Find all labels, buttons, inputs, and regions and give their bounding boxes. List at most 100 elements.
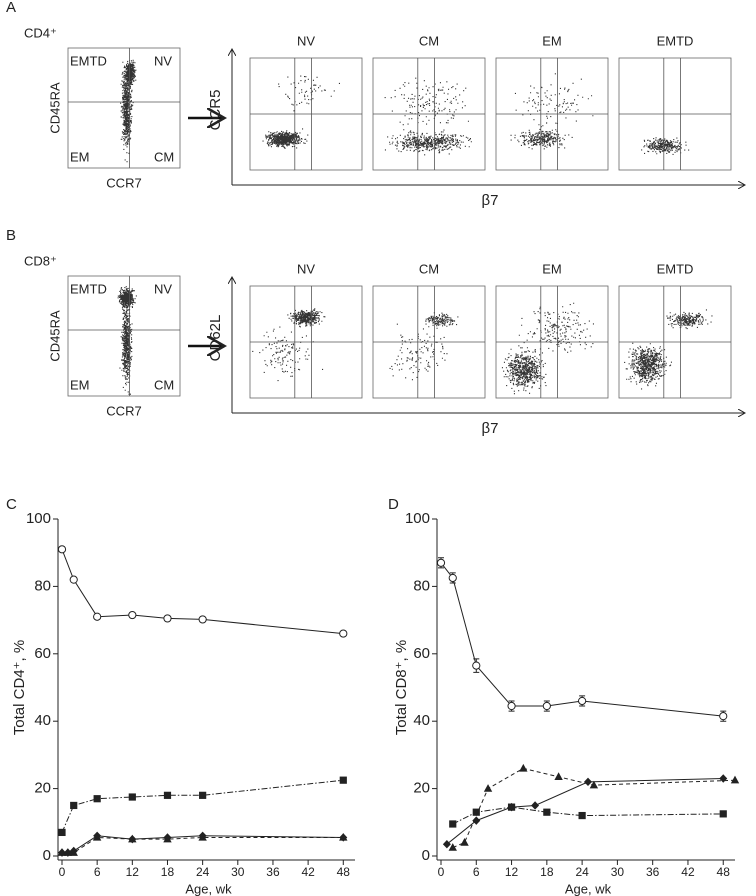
- gate-label: EM: [70, 149, 90, 164]
- gate-label: EM: [70, 377, 90, 392]
- point: [128, 610, 137, 620]
- event-dots: [117, 286, 137, 395]
- x-axis-label: CCR7: [106, 175, 141, 190]
- event-dots: [262, 75, 340, 149]
- point: [69, 575, 78, 584]
- subset-title: EMTD: [657, 33, 694, 48]
- x-axis-title: Age, wk: [565, 881, 612, 896]
- point: [63, 848, 73, 856]
- y-tick-label: 80: [34, 577, 51, 594]
- subset-title: EM: [542, 261, 562, 276]
- point: [339, 832, 348, 841]
- point: [519, 763, 528, 772]
- gate-label: NV: [154, 281, 172, 296]
- point: [449, 820, 457, 828]
- x-axis-label: CCR7: [106, 403, 141, 418]
- y-tick-label: 0: [43, 847, 51, 864]
- point: [507, 802, 516, 812]
- x-tick-label: 42: [301, 865, 315, 879]
- point: [339, 776, 347, 784]
- point: [57, 848, 67, 856]
- point: [578, 811, 586, 820]
- population-label: CD4⁺: [24, 25, 57, 40]
- point: [472, 816, 481, 825]
- point: [128, 793, 136, 801]
- x-tick-label: 12: [505, 865, 519, 879]
- point: [199, 791, 207, 799]
- x-tick-label: 48: [337, 865, 351, 879]
- point: [93, 612, 102, 621]
- series-line: [452, 767, 736, 849]
- point: [448, 573, 457, 583]
- y-tick-label: 80: [413, 577, 430, 594]
- x-tick-label: 18: [540, 865, 554, 879]
- subset-title: EMTD: [657, 261, 694, 276]
- point: [58, 828, 66, 837]
- x-tick-label: 24: [196, 865, 210, 879]
- x-tick-label: 0: [438, 865, 445, 879]
- y-tick-label: 20: [413, 780, 430, 797]
- x-tick-label: 12: [126, 865, 140, 879]
- point: [472, 661, 481, 670]
- point: [483, 784, 493, 792]
- point: [92, 832, 102, 841]
- x-tick-label: 42: [681, 865, 695, 879]
- x-axis-title: Age, wk: [185, 881, 232, 896]
- marker-y-label: CCR5: [207, 90, 224, 131]
- population-label: CD8⁺: [24, 253, 57, 268]
- point: [128, 834, 137, 843]
- series-line: [446, 778, 724, 845]
- point: [507, 701, 516, 711]
- x-tick-label: 36: [646, 865, 660, 879]
- marker-x-label: β7: [482, 192, 499, 209]
- point: [584, 777, 592, 787]
- point: [198, 615, 207, 624]
- gate-label: EMTD: [70, 53, 107, 68]
- gate-label: EMTD: [70, 281, 107, 296]
- x-tick-label: 30: [231, 865, 245, 879]
- point: [719, 774, 728, 783]
- point: [578, 696, 587, 706]
- point: [448, 843, 457, 851]
- x-tick-label: 6: [473, 865, 480, 879]
- point: [198, 832, 207, 841]
- point: [719, 712, 728, 721]
- event-dots: [384, 77, 472, 156]
- y-axis-title: Total CD4⁺, %: [11, 640, 28, 735]
- point: [542, 701, 551, 711]
- point: [70, 801, 78, 810]
- y-tick-label: 60: [34, 645, 51, 662]
- point: [531, 801, 540, 810]
- point: [163, 614, 172, 623]
- x-tick-label: 18: [161, 865, 175, 879]
- panel-letter: B: [6, 227, 16, 244]
- event-dots: [252, 308, 326, 382]
- point: [57, 545, 67, 554]
- x-tick-label: 48: [717, 865, 731, 879]
- x-tick-label: 6: [94, 865, 101, 879]
- point: [554, 772, 563, 781]
- marker-y-label: CD62L: [207, 315, 224, 362]
- panel-letter: C: [6, 496, 17, 513]
- x-tick-label: 24: [575, 865, 589, 879]
- point: [163, 791, 172, 799]
- point: [589, 780, 599, 789]
- point: [472, 808, 480, 816]
- point: [93, 795, 101, 803]
- subset-title: CM: [419, 261, 439, 276]
- point: [163, 834, 172, 843]
- y-tick-label: 0: [422, 847, 430, 864]
- y-tick-label: 40: [413, 712, 430, 729]
- gate-label: CM: [154, 377, 174, 392]
- series-line: [61, 779, 344, 833]
- series-line: [440, 562, 724, 717]
- y-axis-title: Total CD8⁺, %: [393, 640, 410, 735]
- panel-letter: A: [6, 0, 16, 16]
- event-dots: [120, 59, 137, 163]
- subset-title: NV: [297, 33, 315, 48]
- point: [543, 808, 551, 816]
- panel-letter: D: [388, 496, 399, 513]
- gate-label: CM: [154, 149, 174, 164]
- x-tick-label: 36: [266, 865, 280, 879]
- y-tick-label: 40: [34, 712, 51, 729]
